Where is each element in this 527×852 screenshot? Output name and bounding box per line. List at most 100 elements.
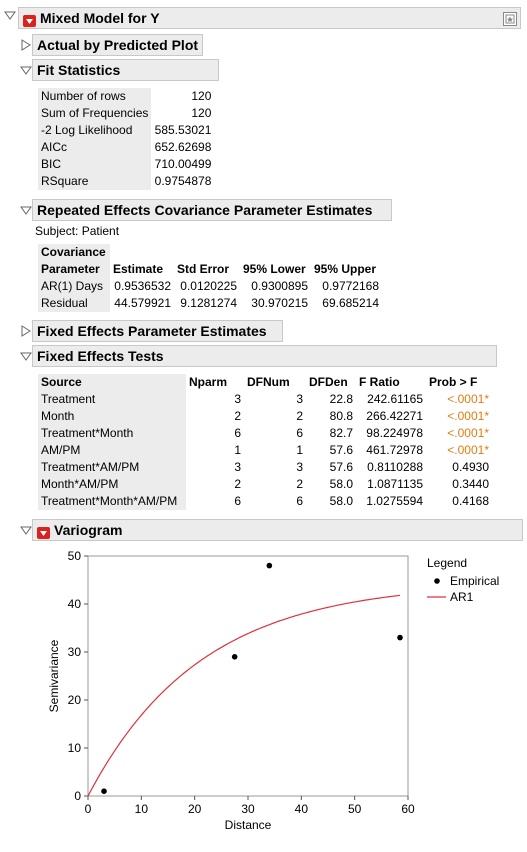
table-row: Sum of Frequencies 120 bbox=[38, 105, 214, 122]
cell-f: 461.72978 bbox=[366, 443, 423, 457]
cell-dfden: 58.0 bbox=[329, 494, 353, 508]
cell-nparm: 3 bbox=[234, 392, 241, 406]
table-row: Treatment 3 3 22.8 242.61165 <.0001* bbox=[38, 391, 492, 408]
cell-source: Treatment*Month bbox=[38, 425, 186, 442]
variogram-toggle bbox=[20, 524, 32, 536]
section-actual-by-predicted[interactable]: Actual by Predicted Plot bbox=[32, 34, 204, 56]
x-tick-label: 60 bbox=[401, 802, 415, 816]
col-header: Nparm bbox=[189, 375, 228, 389]
section-variogram[interactable]: Variogram bbox=[32, 519, 523, 541]
y-tick-label: 50 bbox=[68, 549, 82, 563]
section-title: Fixed Effects Parameter Estimates bbox=[37, 323, 267, 339]
subject-label: Subject: Patient bbox=[35, 224, 120, 238]
x-tick-label: 40 bbox=[295, 802, 309, 816]
cell-dfnum: 1 bbox=[296, 443, 303, 457]
cell-f: 242.61165 bbox=[367, 392, 423, 406]
table-row: AICc 652.62698 bbox=[38, 139, 214, 156]
cell-nparm: 6 bbox=[234, 426, 241, 440]
report-title: Mixed Model for Y bbox=[40, 10, 160, 26]
cell-p: 0.4168 bbox=[452, 494, 489, 508]
cell-nparm: 1 bbox=[234, 443, 241, 457]
cell-param: Residual bbox=[38, 295, 110, 312]
cell-estimate: 44.579921 bbox=[114, 296, 171, 310]
disclosure-open-icon[interactable] bbox=[4, 9, 16, 21]
col-header: Source bbox=[38, 374, 186, 391]
cell-source: Treatment bbox=[38, 391, 186, 408]
cell-nparm: 2 bbox=[234, 409, 241, 423]
disclosure-closed-icon[interactable] bbox=[20, 325, 32, 337]
table-row: AR(1) Days 0.9536532 0.0120225 0.9300895 0.9… bbox=[38, 278, 382, 295]
section-fixed-tests[interactable]: Fixed Effects Tests bbox=[32, 345, 497, 367]
fixed-params-toggle bbox=[20, 325, 32, 337]
stat-value: 585.53021 bbox=[154, 123, 212, 137]
x-axis-label: Distance bbox=[225, 818, 272, 832]
report-options-icon[interactable] bbox=[503, 11, 517, 31]
stat-label: Sum of Frequencies bbox=[38, 105, 152, 122]
cell-f: 1.0871135 bbox=[367, 477, 423, 491]
cell-dfnum: 3 bbox=[296, 460, 303, 474]
legend-entry: AR1 bbox=[450, 590, 474, 604]
fixed-tests-toggle bbox=[20, 350, 32, 362]
fit-statistics-table: Number of rows 120 Sum of Frequencies 120 -2… bbox=[38, 88, 214, 190]
disclosure-open-icon[interactable] bbox=[20, 524, 32, 536]
table-row: RSquare 0.9754878 bbox=[38, 173, 214, 190]
mixed-model-header: Mixed Model for Y bbox=[18, 7, 521, 29]
disclosure-closed-icon[interactable] bbox=[20, 39, 32, 51]
cell-p: <.0001* bbox=[447, 392, 489, 406]
stat-value: 0.9754878 bbox=[154, 174, 212, 188]
cell-source: Treatment*AM/PM bbox=[38, 459, 186, 476]
empirical-point bbox=[101, 788, 107, 794]
stat-label: BIC bbox=[38, 156, 152, 173]
section-title: Actual by Predicted Plot bbox=[37, 37, 199, 53]
table-row: Treatment*Month*AM/PM 6 6 58.0 1.0275594 0.41… bbox=[38, 493, 492, 510]
cell-lower: 0.9300895 bbox=[251, 279, 308, 293]
cell-param: AR(1) Days bbox=[38, 278, 110, 295]
cell-estimate: 0.9536532 bbox=[114, 279, 171, 293]
stat-value: 120 bbox=[191, 89, 212, 103]
cell-f: 98.224978 bbox=[366, 426, 423, 440]
table-row: Number of rows 120 bbox=[38, 88, 214, 105]
cell-dfnum: 6 bbox=[296, 494, 303, 508]
y-tick-label: 0 bbox=[74, 789, 81, 803]
cell-source: Month*AM/PM bbox=[38, 476, 186, 493]
x-tick-label: 20 bbox=[188, 802, 202, 816]
col-header: F Ratio bbox=[359, 375, 400, 389]
stat-label: -2 Log Likelihood bbox=[38, 122, 152, 139]
red-triangle-menu-icon[interactable] bbox=[23, 12, 36, 28]
x-tick-label: 10 bbox=[135, 802, 149, 816]
cell-source: Treatment*Month*AM/PM bbox=[38, 493, 186, 510]
stat-label: Number of rows bbox=[38, 88, 152, 105]
table-row: Treatment*Month 6 6 82.7 98.224978 <.0001* bbox=[38, 425, 492, 442]
col-header-blank bbox=[311, 244, 382, 261]
table-row: Residual 44.579921 9.1281274 30.970215 69.68… bbox=[38, 295, 382, 312]
x-tick-label: 30 bbox=[241, 802, 255, 816]
cell-p: <.0001* bbox=[447, 443, 489, 457]
empirical-point bbox=[397, 634, 403, 641]
cell-nparm: 6 bbox=[234, 494, 241, 508]
covariance-table: Covariance Parameter Estimate Std Error … bbox=[38, 244, 382, 312]
col-header: DFDen bbox=[309, 375, 348, 389]
cell-p: 0.4930 bbox=[452, 460, 489, 474]
empirical-point bbox=[231, 654, 238, 660]
section-title: Fixed Effects Tests bbox=[37, 348, 164, 364]
x-tick-label: 50 bbox=[348, 802, 362, 816]
col-header: DFNum bbox=[247, 375, 290, 389]
disclosure-open-icon[interactable] bbox=[20, 204, 32, 216]
col-header-blank bbox=[240, 244, 311, 261]
col-header: 95% Upper bbox=[314, 262, 377, 276]
section-repeated-effects[interactable]: Repeated Effects Covariance Parameter Es… bbox=[32, 199, 392, 221]
red-triangle-menu-icon[interactable] bbox=[37, 524, 50, 540]
col-header: Estimate bbox=[113, 262, 164, 276]
disclosure-open-icon[interactable] bbox=[20, 350, 32, 362]
plot-frame bbox=[87, 555, 409, 797]
section-fit-statistics[interactable]: Fit Statistics bbox=[32, 59, 219, 81]
section-title: Fit Statistics bbox=[37, 62, 121, 78]
cell-p: <.0001* bbox=[447, 409, 489, 423]
col-header-blank bbox=[110, 244, 174, 261]
disclosure-open-icon[interactable] bbox=[20, 64, 32, 76]
section-fixed-params[interactable]: Fixed Effects Parameter Estimates bbox=[32, 320, 283, 342]
col-header-blank bbox=[174, 244, 240, 261]
empirical-point bbox=[266, 562, 273, 569]
y-tick-label: 10 bbox=[68, 741, 82, 755]
table-row: BIC 710.00499 bbox=[38, 156, 214, 173]
